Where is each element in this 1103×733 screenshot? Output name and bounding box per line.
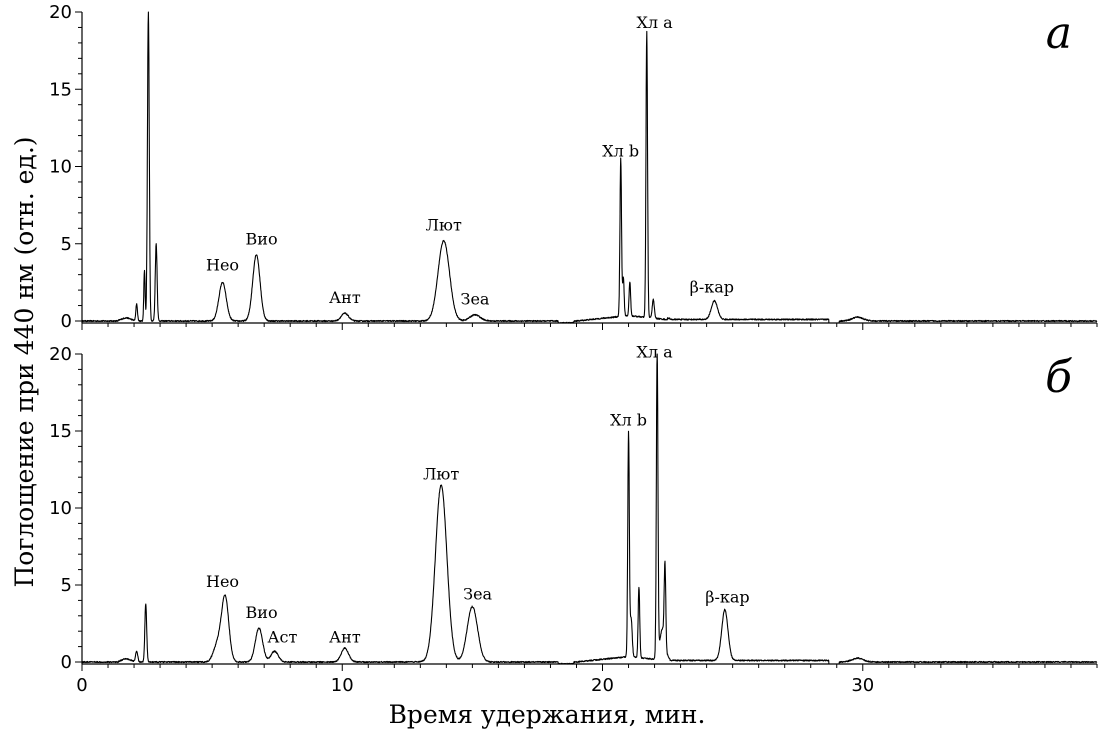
x-tick-label: 10 [331,675,354,696]
peak-label: Хл b [610,410,647,429]
panel-letter: б [1045,352,1072,403]
peak-label: Лют [426,215,462,234]
peak-label: Хл b [602,141,639,160]
peak-label: Хл a [636,13,673,32]
peak-label: Ант [329,628,361,647]
peak-label: Хл a [636,343,673,362]
peak-label: β-кар [705,588,749,607]
x-tick-label: 0 [76,675,87,696]
chromatogram-trace [81,353,1098,665]
y-tick-label: 15 [49,421,72,442]
y-tick-label: 20 [49,2,72,23]
y-tick-label: 0 [61,311,72,332]
chromatogram-panel-b: 0 5 10 15 20 0 10 20 30 Нео Вио Аст Ант Лют Зеа Хл b Хл … [49,343,1098,696]
peak-label: Зеа [460,290,489,309]
y-axis-title: Поглощение при 440 нм (отн. ед.) [10,136,39,587]
chromatogram-panel-a: 0 5 10 15 20 Нео Вио Ант Лют Зеа Хл b Хл a β-кар а [49,2,1098,332]
peak-label: Лют [423,464,459,483]
peak-label: Зеа [463,584,492,603]
y-tick-label: 10 [49,157,72,178]
peak-label: Нео [206,256,239,275]
peak-label: Ант [329,288,361,307]
y-tick-label: 5 [61,575,72,596]
y-tick-label: 0 [61,652,72,673]
y-tick-label: 5 [61,234,72,255]
peak-label: β-кар [690,277,734,296]
peak-label: Нео [206,572,239,591]
chromatogram-trace [81,11,1098,324]
x-axis-title: Время удержания, мин. [389,700,706,729]
panel-letter: а [1046,8,1072,59]
y-tick-label: 15 [49,79,72,100]
y-tick-label: 20 [49,344,72,365]
y-tick-label: 10 [49,498,72,519]
peak-label: Аст [267,628,297,647]
x-tick-label: 20 [591,675,614,696]
peak-label: Вио [246,603,278,622]
x-tick-label: 30 [851,675,874,696]
peak-label: Вио [246,229,278,248]
